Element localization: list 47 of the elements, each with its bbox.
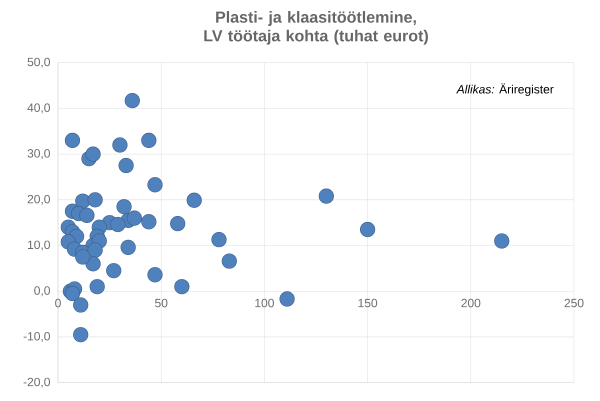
y-tick-label: -10,0	[24, 332, 50, 342]
point	[106, 263, 122, 278]
point	[222, 253, 237, 269]
y-tick-label: 40,0	[27, 103, 50, 114]
point	[73, 327, 88, 342]
point	[75, 249, 90, 265]
point	[186, 192, 202, 208]
point	[73, 297, 88, 313]
point	[170, 216, 186, 232]
point	[64, 132, 80, 148]
point	[280, 291, 295, 307]
x-tick-label: 100	[255, 298, 274, 308]
point	[124, 93, 140, 108]
point	[88, 192, 103, 208]
point	[360, 222, 376, 238]
annotation: Allikas: Äriregister	[456, 83, 554, 96]
x-tick-label: 250	[564, 298, 584, 308]
point	[318, 188, 334, 204]
chart-title: Plasti- ja klaasitöötlemine, LV töötaja kohta (tuhat eurot)	[204, 11, 428, 45]
y-tick-label: 30,0	[28, 149, 50, 160]
point	[174, 279, 190, 294]
point	[79, 208, 94, 223]
point	[85, 256, 101, 272]
point	[141, 132, 156, 148]
x-tick-label: 200	[461, 298, 480, 308]
y-tick-label: 50,0	[28, 58, 50, 68]
point	[90, 279, 105, 294]
point	[88, 242, 103, 258]
point	[494, 233, 510, 249]
point	[126, 210, 142, 226]
point	[110, 216, 126, 232]
y-tick-label: 20,0	[28, 194, 50, 205]
point	[85, 146, 101, 162]
point	[118, 158, 134, 174]
point	[112, 137, 128, 153]
x-tick-label: 150	[358, 298, 378, 308]
point	[147, 267, 163, 282]
point	[141, 214, 156, 230]
x-tick-label: 0	[55, 298, 61, 308]
x-tick-label: 50	[155, 298, 168, 308]
y-tick-label: 0,0	[34, 286, 50, 296]
y-tick-label: -20,0	[24, 378, 50, 388]
point	[120, 240, 136, 255]
point	[147, 177, 163, 192]
y-tick-label: 10,0	[28, 240, 50, 250]
point	[211, 232, 227, 248]
point	[116, 199, 132, 214]
